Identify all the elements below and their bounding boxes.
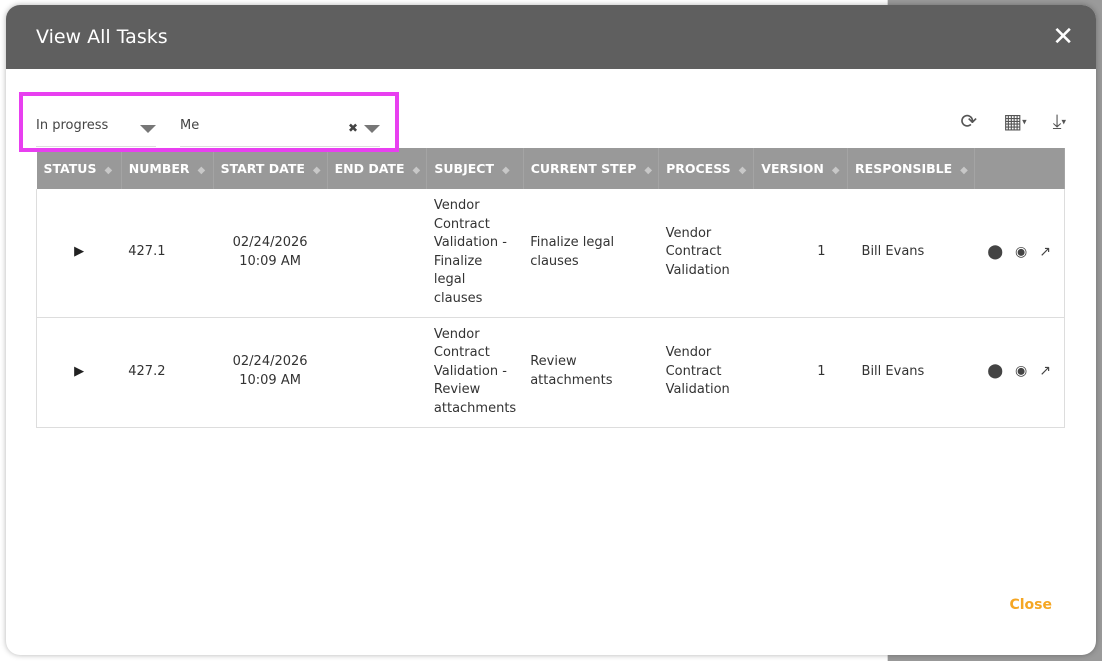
current-step: Finalize legal clauses: [523, 189, 659, 318]
subject: Vendor Contract Validation - Finalize le…: [426, 189, 524, 318]
eye-icon[interactable]: ◉: [1015, 243, 1028, 260]
status-filter-value: In progress: [36, 118, 109, 133]
play-icon[interactable]: ▶: [74, 244, 85, 260]
header-end-date[interactable]: END DATE ◆: [327, 148, 428, 189]
play-icon[interactable]: ▶: [74, 363, 85, 379]
header-version[interactable]: VERSION ◆: [753, 148, 849, 189]
status-filter-select[interactable]: In progress: [36, 113, 156, 147]
header-status[interactable]: STATUS ◆: [36, 148, 122, 189]
responsible: Bill Evans: [847, 189, 975, 318]
assignee-filter-select[interactable]: Me ✖: [180, 113, 380, 147]
chevron-down-icon: [364, 125, 380, 133]
row-actions: ⬤ ◉ ↗: [974, 317, 1066, 428]
open-external-icon[interactable]: ↗: [1039, 243, 1051, 260]
start-date: 02/24/2026 10:09 AM: [213, 317, 328, 428]
clear-icon[interactable]: ✖: [347, 121, 358, 135]
assignee-filter-value: Me: [180, 118, 200, 133]
eye-icon[interactable]: ◉: [1015, 363, 1028, 380]
start-date: 02/24/2026 10:09 AM: [213, 189, 328, 318]
tasks-table: STATUS ◆ NUMBER ◆ START DATE ◆ END DATE ◆ SU…: [36, 148, 1066, 428]
location-pin-icon[interactable]: ⬤: [987, 363, 1004, 380]
end-date: [327, 189, 427, 318]
close-button[interactable]: Close: [1009, 597, 1052, 613]
table-row: ▶ 427.1 02/24/2026 10:09 AM Vendor Contra…: [36, 189, 1066, 318]
header-process[interactable]: PROCESS ◆: [658, 148, 755, 189]
header-number[interactable]: NUMBER ◆: [121, 148, 214, 189]
filters-highlight: In progress Me ✖: [19, 92, 399, 152]
header-start-date[interactable]: START DATE ◆: [213, 148, 328, 189]
location-pin-icon[interactable]: ⬤: [987, 243, 1004, 260]
header-subject[interactable]: SUBJECT ◆: [426, 148, 524, 189]
open-external-icon[interactable]: ↗: [1039, 363, 1051, 380]
chevron-down-icon: [140, 125, 156, 133]
responsible: Bill Evans: [847, 317, 975, 428]
process: Vendor Contract Validation: [658, 189, 754, 318]
toolbar: ⟳ ▦▾ ⤓▾: [960, 109, 1066, 133]
view-all-tasks-modal: View All Tasks ✕ ⟳ ▦▾ ⤓▾ STATUS ◆ NUMBER ◆…: [6, 5, 1096, 655]
version: 1: [753, 317, 848, 428]
current-step: Review attachments: [523, 317, 659, 428]
process: Vendor Contract Validation: [658, 317, 754, 428]
modal-header: View All Tasks ✕: [6, 5, 1096, 69]
task-number: 427.2: [121, 317, 214, 428]
modal-title: View All Tasks: [36, 26, 168, 48]
header-current-step[interactable]: CURRENT STEP ◆: [523, 148, 660, 189]
version: 1: [753, 189, 848, 318]
row-actions: ⬤ ◉ ↗: [974, 189, 1066, 318]
download-icon[interactable]: ⤓▾: [1052, 109, 1066, 133]
task-number: 427.1: [121, 189, 214, 318]
refresh-icon[interactable]: ⟳: [960, 109, 978, 133]
end-date: [327, 317, 427, 428]
header-responsible[interactable]: RESPONSIBLE ◆: [847, 148, 975, 189]
columns-grid-icon[interactable]: ▦▾: [1003, 109, 1027, 133]
table-row: ▶ 427.2 02/24/2026 10:09 AM Vendor Contra…: [36, 317, 1066, 428]
header-actions: [974, 148, 1066, 189]
close-icon[interactable]: ✕: [1052, 22, 1074, 52]
subject: Vendor Contract Validation - Review atta…: [426, 317, 524, 428]
